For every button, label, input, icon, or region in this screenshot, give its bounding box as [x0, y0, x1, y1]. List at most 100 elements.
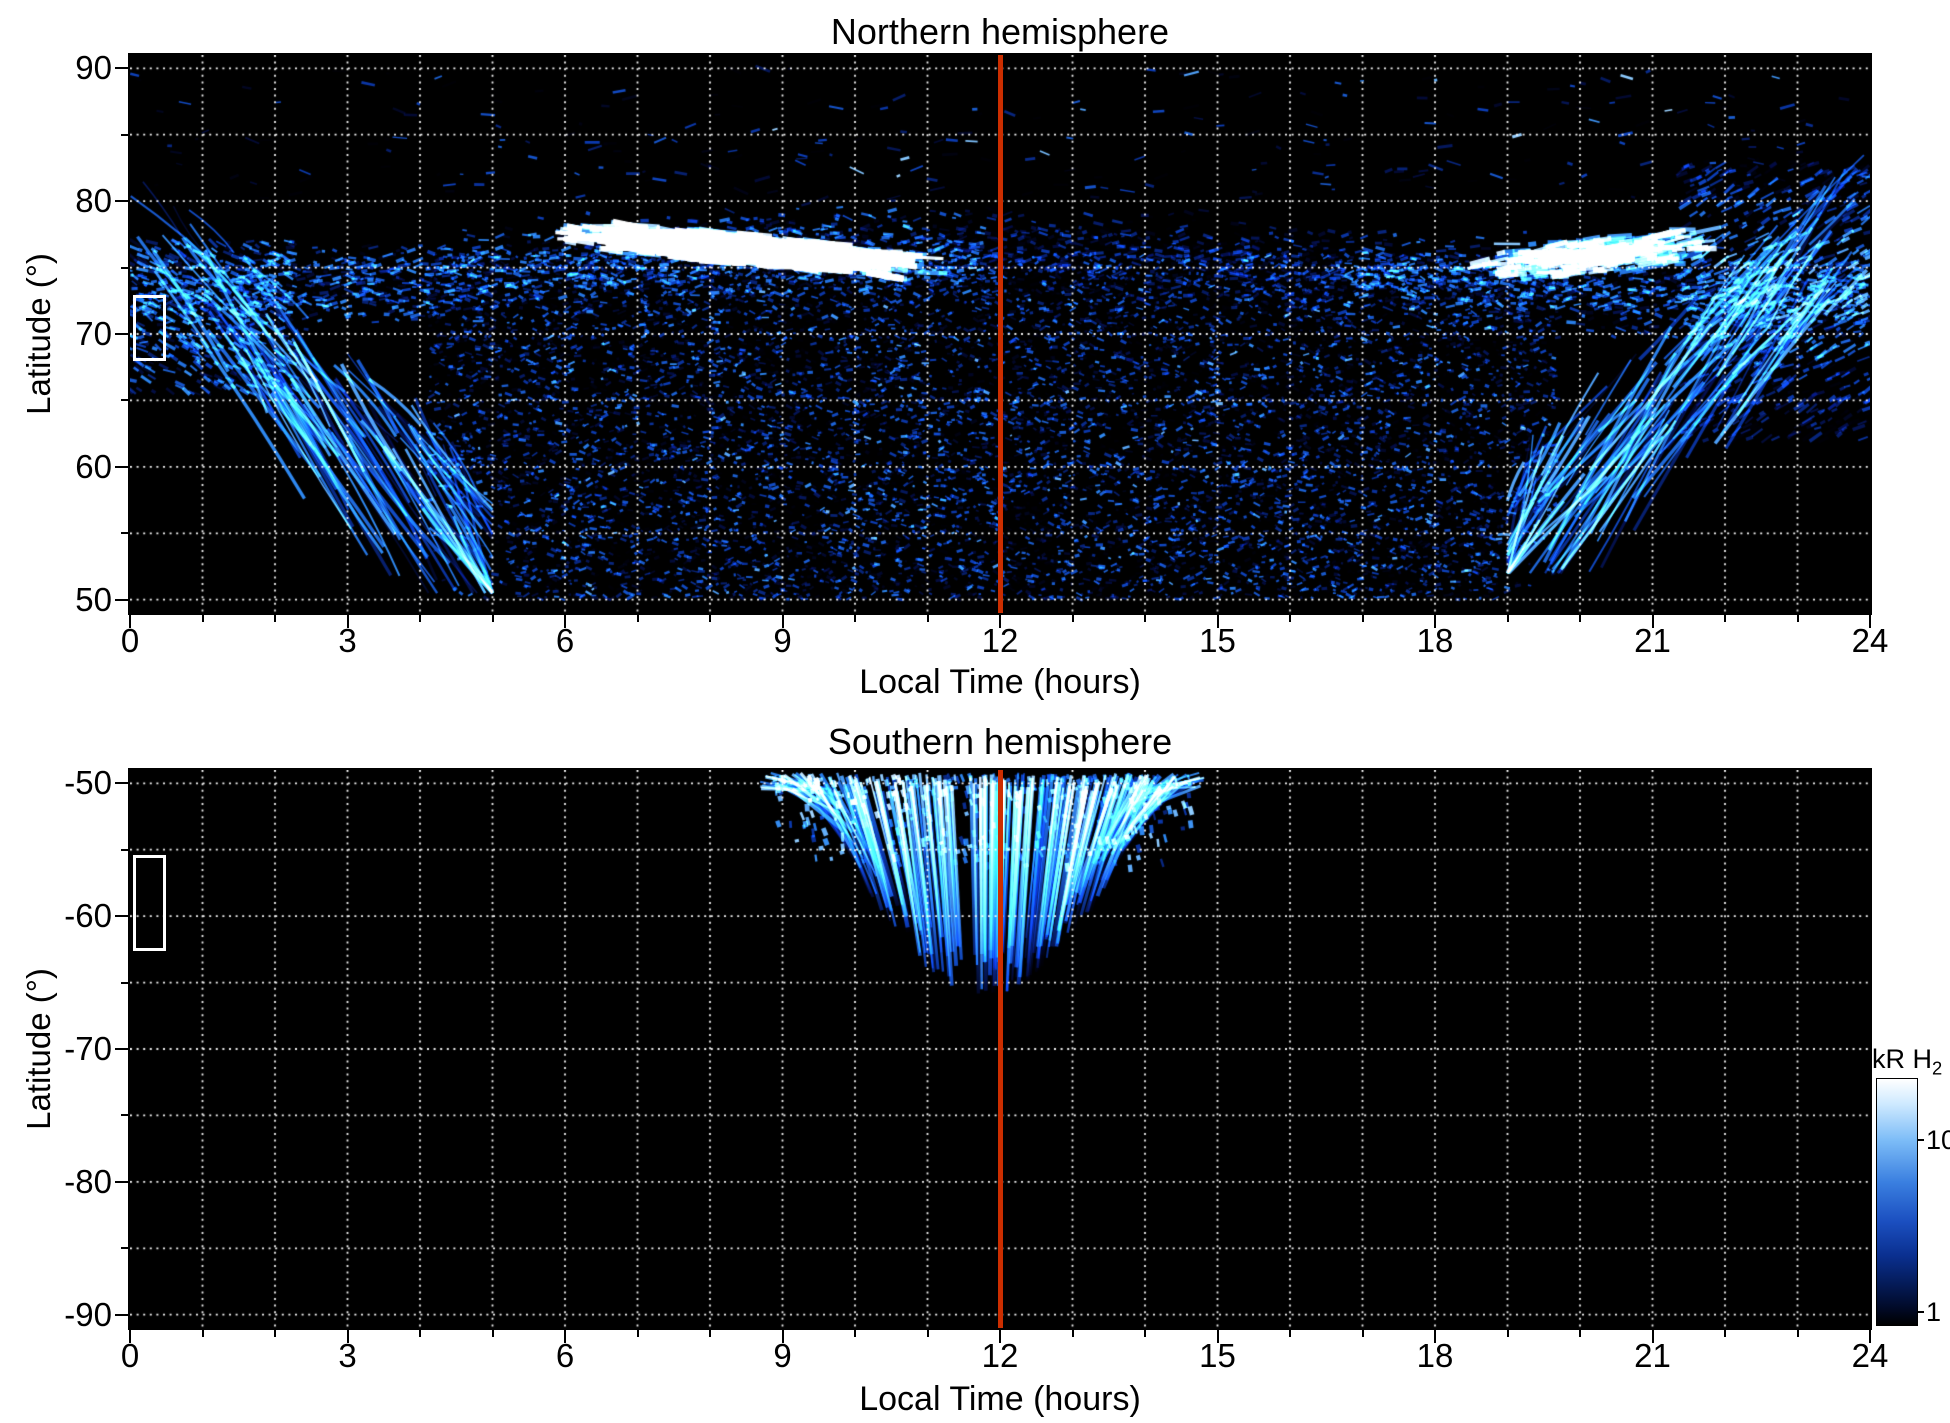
x-tick-mark — [491, 1330, 494, 1337]
x-tick-mark — [781, 615, 784, 628]
x-tick-label: 0 — [120, 622, 140, 659]
south-selection-box — [132, 855, 167, 951]
y-tick-mark — [115, 333, 128, 335]
x-tick-mark — [491, 615, 494, 622]
colorbar-tick-mark — [1918, 1138, 1924, 1141]
x-tick-mark — [346, 615, 349, 628]
x-tick-mark — [1869, 1330, 1871, 1343]
north-plot-area — [128, 53, 1872, 615]
colorbar-tick-label: 10 — [1926, 1124, 1950, 1155]
x-tick-label: 21 — [1634, 622, 1671, 659]
x-tick-mark — [1724, 615, 1726, 622]
x-tick-mark — [1361, 1330, 1364, 1337]
y-tick-mark — [121, 266, 128, 269]
south-x-axis-label: Local Time (hours) — [859, 1380, 1141, 1418]
x-tick-mark — [1289, 1330, 1291, 1337]
x-tick-mark — [926, 1330, 929, 1337]
x-tick-mark — [1071, 1330, 1074, 1337]
x-tick-mark — [1216, 1330, 1219, 1343]
x-tick-mark — [274, 1330, 276, 1337]
x-tick-mark — [1071, 615, 1074, 622]
north-noon-meridian-line — [997, 55, 1003, 613]
y-tick-mark — [121, 848, 128, 851]
x-tick-label: 18 — [1416, 1337, 1454, 1374]
y-tick-label: 80 — [75, 182, 112, 220]
y-tick-mark — [115, 200, 128, 203]
x-tick-label: 3 — [338, 622, 357, 659]
x-tick-label: 24 — [1851, 622, 1889, 659]
y-tick-mark — [121, 532, 128, 535]
x-tick-label: 6 — [555, 1337, 575, 1374]
y-tick-mark — [115, 465, 128, 468]
x-tick-mark — [1506, 1330, 1509, 1337]
y-tick-label: -90 — [64, 1295, 112, 1333]
x-tick-mark — [419, 1330, 421, 1337]
x-tick-mark — [1724, 1330, 1726, 1337]
x-tick-label: 6 — [555, 622, 575, 659]
south-noon-meridian-line — [997, 770, 1003, 1328]
y-tick-label: 50 — [75, 580, 112, 618]
y-tick-mark — [121, 1114, 128, 1117]
x-tick-label: 0 — [120, 1337, 140, 1374]
x-tick-mark — [564, 615, 566, 628]
colorbar-tick-label: 1 — [1926, 1296, 1942, 1327]
y-tick-label: -70 — [64, 1030, 112, 1067]
x-tick-mark — [129, 615, 131, 628]
colorbar-label-main: kR H — [1872, 1044, 1932, 1074]
x-tick-mark — [1869, 615, 1871, 628]
south-panel-title: Southern hemisphere — [827, 721, 1173, 762]
y-tick-label: -60 — [64, 897, 112, 935]
x-tick-mark — [1506, 615, 1509, 622]
north-selection-box — [132, 295, 167, 361]
x-tick-mark — [1651, 615, 1654, 628]
y-tick-label: -50 — [64, 764, 112, 802]
y-tick-mark — [121, 399, 128, 402]
x-tick-mark — [1579, 615, 1581, 622]
colorbar-gradient — [1876, 1078, 1918, 1326]
x-tick-mark — [1651, 1330, 1654, 1343]
x-tick-mark — [1144, 615, 1146, 622]
y-tick-mark — [115, 67, 128, 70]
colorbar-label-sub: 2 — [1932, 1057, 1943, 1079]
x-tick-mark — [201, 615, 204, 622]
colorbar-label: kR H2 — [1872, 1044, 1942, 1079]
x-tick-mark — [926, 615, 929, 622]
x-tick-label: 12 — [981, 1337, 1019, 1374]
y-tick-mark — [115, 915, 128, 918]
y-tick-mark — [121, 133, 128, 136]
y-tick-mark — [115, 598, 128, 601]
x-tick-label: 15 — [1199, 1337, 1236, 1374]
x-tick-mark — [1796, 615, 1799, 622]
y-tick-label: -80 — [64, 1162, 112, 1200]
y-tick-mark — [115, 1180, 128, 1183]
x-tick-mark — [1144, 1330, 1146, 1337]
x-tick-label: 3 — [338, 1337, 357, 1374]
x-tick-mark — [854, 1330, 856, 1337]
x-tick-mark — [1434, 615, 1436, 628]
x-tick-mark — [709, 1330, 711, 1337]
x-tick-mark — [1434, 1330, 1436, 1343]
x-tick-label: 24 — [1851, 1337, 1889, 1374]
y-tick-mark — [115, 1313, 128, 1316]
x-tick-label: 12 — [981, 622, 1019, 659]
x-tick-label: 9 — [773, 622, 792, 659]
x-tick-mark — [1361, 615, 1364, 622]
y-tick-label: 70 — [75, 315, 112, 352]
y-tick-mark — [115, 782, 128, 785]
x-tick-mark — [999, 1330, 1001, 1343]
north-panel-title: Northern hemisphere — [830, 11, 1170, 52]
x-tick-mark — [1796, 1330, 1799, 1337]
y-tick-mark — [121, 1247, 128, 1250]
x-tick-label: 15 — [1199, 622, 1236, 659]
north-x-axis-label: Local Time (hours) — [859, 663, 1141, 701]
y-tick-label: 90 — [75, 49, 112, 87]
y-tick-mark — [121, 981, 128, 984]
x-tick-mark — [419, 615, 421, 622]
x-tick-mark — [854, 615, 856, 622]
x-tick-mark — [1216, 615, 1219, 628]
x-tick-label: 21 — [1634, 1337, 1671, 1374]
x-tick-mark — [781, 1330, 784, 1343]
x-tick-mark — [346, 1330, 349, 1343]
x-tick-mark — [129, 1330, 131, 1343]
